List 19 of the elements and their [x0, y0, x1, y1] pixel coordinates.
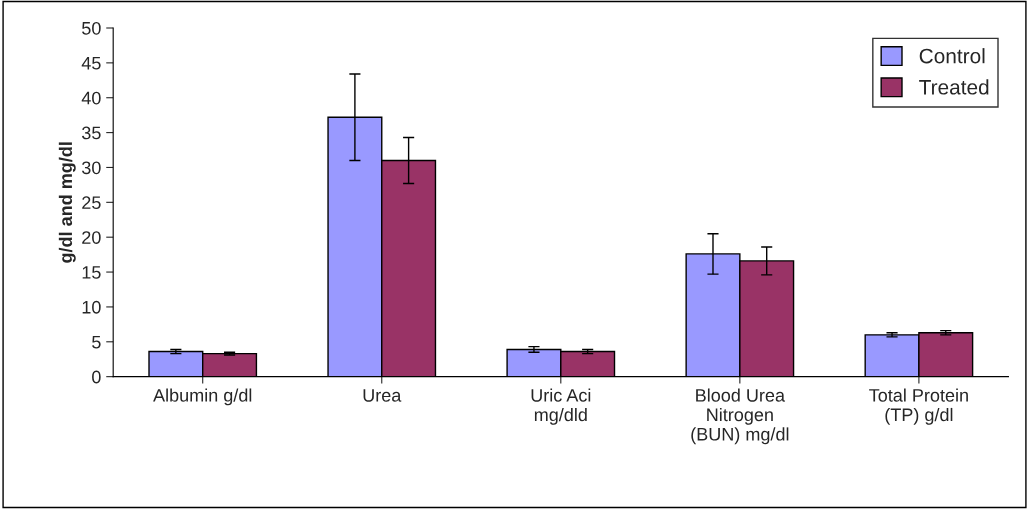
- x-tick-label: Uric Aci mg/dld: [531, 388, 591, 425]
- x-tick-label: Blood Urea Nitrogen (BUN) mg/dl: [691, 388, 789, 445]
- legend-label: Treated: [919, 79, 989, 95]
- y-tick-label: 5: [92, 335, 101, 349]
- y-axis-title: g/dl and mg/dl: [58, 142, 76, 263]
- y-tick-label: 45: [81, 56, 101, 70]
- y-tick-label: 35: [81, 126, 101, 140]
- y-tick-label: 0: [92, 370, 101, 384]
- y-tick-label: 10: [82, 300, 101, 314]
- y-tick-label: 25: [82, 196, 101, 210]
- y-tick-label: 15: [82, 266, 101, 279]
- y-tick-label: 20: [82, 231, 101, 244]
- legend-label: Control: [919, 48, 985, 64]
- x-tick-label: Urea: [363, 389, 402, 402]
- y-tick-label: 50: [82, 21, 101, 35]
- y-tick-label: 30: [81, 161, 101, 175]
- x-tick-label: Albumin g/dl: [153, 388, 252, 406]
- y-tick-label: 40: [81, 91, 101, 105]
- x-tick-label: Total Protein (TP) g/dl: [869, 388, 968, 425]
